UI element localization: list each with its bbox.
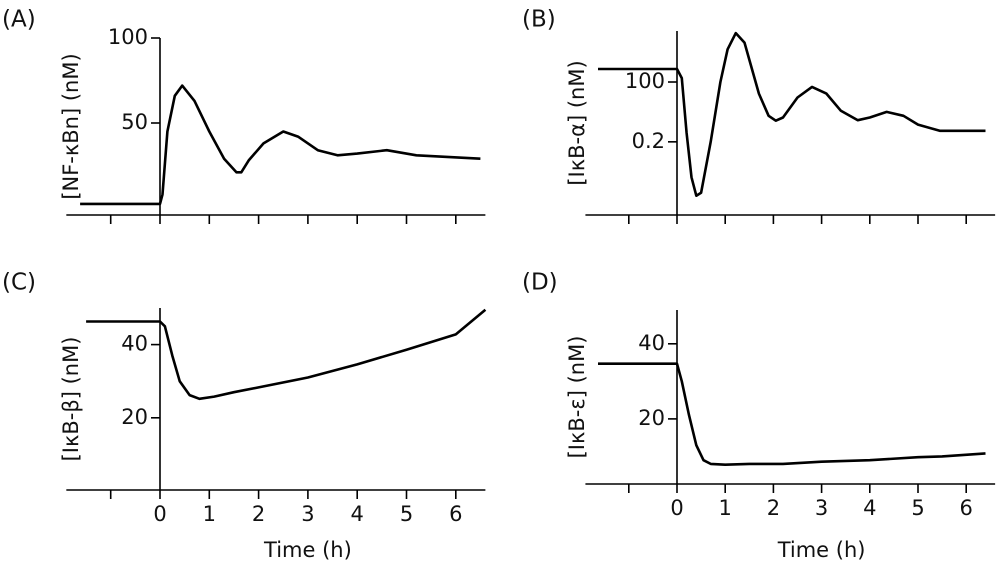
x-tick-label: 2 <box>767 496 780 520</box>
x-tick-label: 5 <box>400 502 413 526</box>
x-tick-label: 3 <box>301 502 314 526</box>
y-axis-label: [IκB-β] (nM) <box>59 337 83 462</box>
x-tick-label: 3 <box>815 496 828 520</box>
curve <box>598 362 986 466</box>
panel-label: (B) <box>522 7 556 33</box>
x-axis-label: Time (h) <box>777 538 866 562</box>
x-tick-label: 5 <box>911 496 924 520</box>
panel-label: (C) <box>2 270 36 296</box>
x-tick-label: 4 <box>351 502 364 526</box>
y-tick-label: 40 <box>638 331 665 355</box>
y-axis-label: [IκB-ε] (nM) <box>565 336 589 459</box>
y-tick-label: 100 <box>108 25 148 49</box>
y-tick-label: 50 <box>121 110 148 134</box>
curve <box>86 308 487 401</box>
x-tick-label: 4 <box>863 496 876 520</box>
x-tick-label: 0 <box>670 496 683 520</box>
x-tick-label: 1 <box>719 496 732 520</box>
x-tick-label: 0 <box>153 502 166 526</box>
curve <box>80 84 481 206</box>
y-tick-label: 0.2 <box>632 129 665 153</box>
y-tick-label: 40 <box>121 332 148 356</box>
panel-label: (D) <box>522 270 558 296</box>
y-axis-label: [IκB-α] (nM) <box>565 60 589 185</box>
x-tick-label: 6 <box>449 502 462 526</box>
x-axis-label: Time (h) <box>263 538 352 562</box>
x-tick-label: 1 <box>203 502 216 526</box>
x-tick-label: 6 <box>960 496 973 520</box>
curve <box>598 31 986 197</box>
x-tick-label: 2 <box>252 502 265 526</box>
y-tick-label: 20 <box>121 405 148 429</box>
y-tick-label: 100 <box>625 69 665 93</box>
y-tick-label: 20 <box>638 406 665 430</box>
panel-label: (A) <box>2 7 36 33</box>
y-axis-label: [NF-κBn] (nM) <box>59 53 83 199</box>
